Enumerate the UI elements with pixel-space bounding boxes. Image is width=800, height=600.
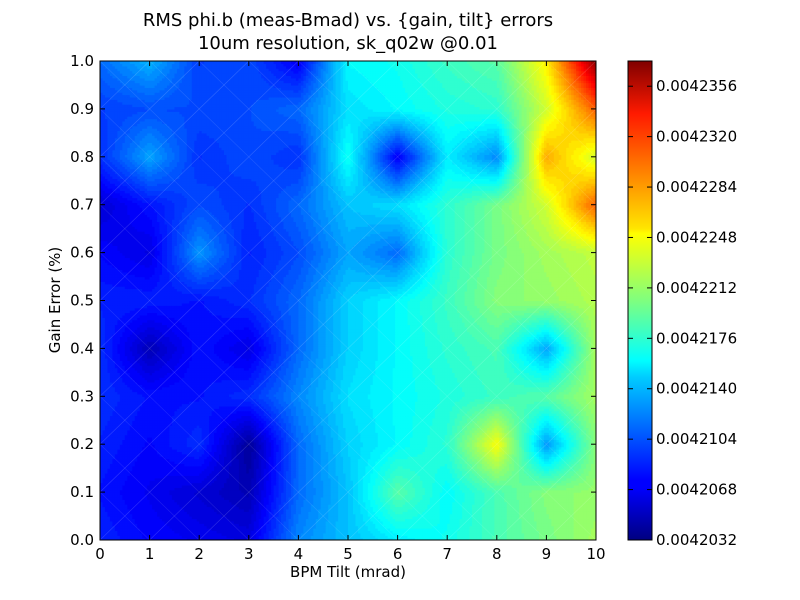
chart-subtitle: 10um resolution, sk_q02w @0.01 (198, 33, 498, 54)
chart-title: RMS phi.b (meas-Bmad) vs. {gain, tilt} e… (143, 10, 553, 31)
